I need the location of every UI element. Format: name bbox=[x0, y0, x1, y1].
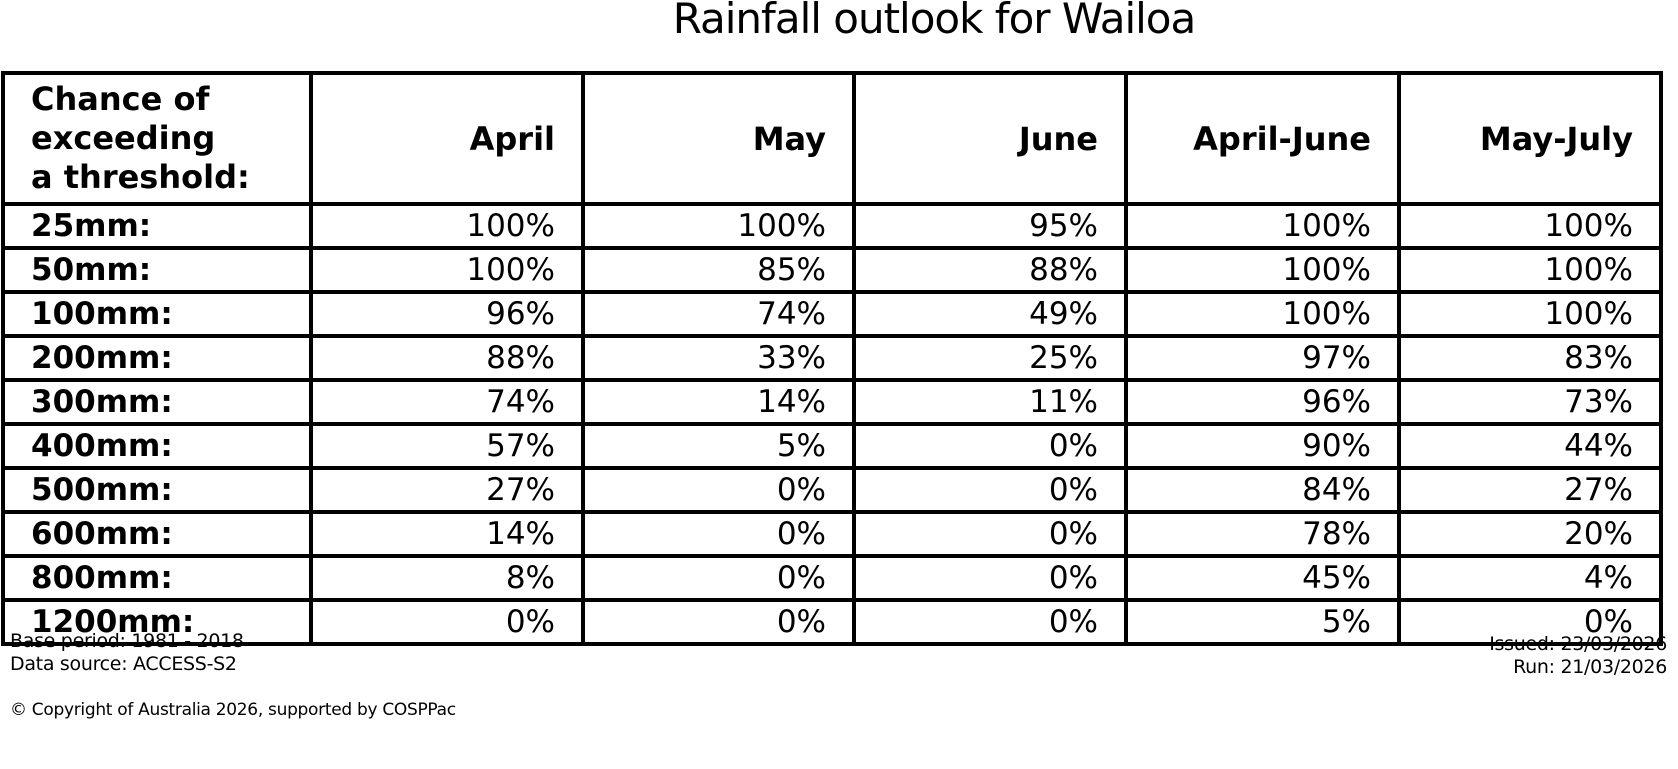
chance-value-cell: 57% bbox=[309, 422, 585, 470]
chance-value-cell: 100% bbox=[1397, 202, 1663, 250]
chance-value-cell: 5% bbox=[581, 422, 856, 470]
chance-value-cell: 11% bbox=[852, 378, 1128, 426]
run-text: Run: 21/03/2026 bbox=[1513, 656, 1667, 678]
chance-value-cell: 0% bbox=[852, 510, 1128, 558]
chance-value-cell: 4% bbox=[1397, 554, 1663, 602]
chance-value-cell: 14% bbox=[581, 378, 856, 426]
chance-value-cell: 73% bbox=[1397, 378, 1663, 426]
copyright-text: © Copyright of Australia 2026, supported… bbox=[10, 700, 456, 720]
chance-value-cell: 100% bbox=[309, 246, 585, 294]
table-row: 200mm: 88% 33% 25% 97% 83% bbox=[1, 334, 1663, 382]
table-row: 25mm: 100% 100% 95% 100% 100% bbox=[1, 202, 1663, 250]
table-row: 400mm: 57% 5% 0% 90% 44% bbox=[1, 422, 1663, 470]
chance-value-cell: 96% bbox=[1124, 378, 1401, 426]
chance-value-cell: 97% bbox=[1124, 334, 1401, 382]
chance-value-cell: 100% bbox=[1124, 290, 1401, 338]
chance-value-cell: 84% bbox=[1124, 466, 1401, 514]
chance-value-cell: 100% bbox=[1124, 202, 1401, 250]
table-row: 50mm: 100% 85% 88% 100% 100% bbox=[1, 246, 1663, 294]
chance-value-cell: 27% bbox=[309, 466, 585, 514]
column-header: April bbox=[309, 71, 585, 206]
column-header: April-June bbox=[1124, 71, 1401, 206]
threshold-label: 800mm: bbox=[1, 554, 313, 602]
threshold-label: 100mm: bbox=[1, 290, 313, 338]
chance-value-cell: 88% bbox=[852, 246, 1128, 294]
table-row: 600mm: 14% 0% 0% 78% 20% bbox=[1, 510, 1663, 558]
chance-value-cell: 0% bbox=[852, 466, 1128, 514]
chance-value-cell: 0% bbox=[852, 554, 1128, 602]
column-header: June bbox=[852, 71, 1128, 206]
chance-value-cell: 96% bbox=[309, 290, 585, 338]
chance-value-cell: 14% bbox=[309, 510, 585, 558]
table-row: 100mm: 96% 74% 49% 100% 100% bbox=[1, 290, 1663, 338]
chance-value-cell: 5% bbox=[1124, 598, 1401, 646]
table-row: 500mm: 27% 0% 0% 84% 27% bbox=[1, 466, 1663, 514]
chance-value-cell: 45% bbox=[1124, 554, 1401, 602]
chance-value-cell: 8% bbox=[309, 554, 585, 602]
chance-value-cell: 49% bbox=[852, 290, 1128, 338]
chance-value-cell: 100% bbox=[1397, 246, 1663, 294]
chance-value-cell: 44% bbox=[1397, 422, 1663, 470]
chance-value-cell: 78% bbox=[1124, 510, 1401, 558]
chance-value-cell: 0% bbox=[581, 510, 856, 558]
table-row: 300mm: 74% 14% 11% 96% 73% bbox=[1, 378, 1663, 426]
chance-value-cell: 0% bbox=[581, 554, 856, 602]
threshold-label: 200mm: bbox=[1, 334, 313, 382]
rainfall-outlook-table: Chance of exceeding a threshold: April Ma… bbox=[1, 71, 1663, 646]
chance-value-cell: 27% bbox=[1397, 466, 1663, 514]
chance-value-cell: 20% bbox=[1397, 510, 1663, 558]
page-title: Rainfall outlook for Wailoa bbox=[672, 0, 1196, 43]
corner-header: Chance of exceeding a threshold: bbox=[1, 71, 313, 206]
chance-value-cell: 88% bbox=[309, 334, 585, 382]
threshold-label: 300mm: bbox=[1, 378, 313, 426]
table-row: 800mm: 8% 0% 0% 45% 4% bbox=[1, 554, 1663, 602]
table-row: 1200mm: 0% 0% 0% 5% 0% bbox=[1, 598, 1663, 646]
chance-value-cell: 33% bbox=[581, 334, 856, 382]
threshold-label: 1200mm: bbox=[1, 598, 313, 646]
header-row: Chance of exceeding a threshold: April Ma… bbox=[1, 71, 1663, 206]
table-body: 25mm: 100% 100% 95% 100% 100% 50mm: 100% 85% 88% 1… bbox=[1, 202, 1663, 646]
chance-value-cell: 85% bbox=[581, 246, 856, 294]
chance-value-cell: 0% bbox=[852, 422, 1128, 470]
chance-value-cell: 0% bbox=[1397, 598, 1663, 646]
chance-value-cell: 100% bbox=[581, 202, 856, 250]
threshold-label: 400mm: bbox=[1, 422, 313, 470]
data-source-text: Data source: ACCESS-S2 bbox=[10, 653, 237, 675]
chance-value-cell: 0% bbox=[852, 598, 1128, 646]
chance-value-cell: 0% bbox=[309, 598, 585, 646]
issued-text: Issued: 23/03/2026 bbox=[1489, 633, 1667, 655]
chance-value-cell: 74% bbox=[581, 290, 856, 338]
column-header: May-July bbox=[1397, 71, 1663, 206]
threshold-label: 25mm: bbox=[1, 202, 313, 250]
corner-header-line: exceeding bbox=[31, 119, 216, 157]
corner-header-line: a threshold: bbox=[31, 158, 250, 196]
corner-header-line: Chance of bbox=[31, 80, 210, 118]
chance-value-cell: 100% bbox=[309, 202, 585, 250]
chance-value-cell: 0% bbox=[581, 598, 856, 646]
chance-value-cell: 74% bbox=[309, 378, 585, 426]
footer-left: Base period: 1981 - 2018 Data source: AC… bbox=[10, 630, 244, 676]
column-header: May bbox=[581, 71, 856, 206]
threshold-label: 600mm: bbox=[1, 510, 313, 558]
chance-value-cell: 95% bbox=[852, 202, 1128, 250]
chance-value-cell: 83% bbox=[1397, 334, 1663, 382]
chance-value-cell: 25% bbox=[852, 334, 1128, 382]
chance-value-cell: 100% bbox=[1124, 246, 1401, 294]
chance-value-cell: 90% bbox=[1124, 422, 1401, 470]
base-period-text: Base period: 1981 - 2018 bbox=[10, 630, 244, 652]
chance-value-cell: 0% bbox=[581, 466, 856, 514]
footer-right: Issued: 23/03/2026 Run: 21/03/2026 bbox=[1489, 633, 1667, 679]
chance-value-cell: 100% bbox=[1397, 290, 1663, 338]
threshold-label: 500mm: bbox=[1, 466, 313, 514]
threshold-label: 50mm: bbox=[1, 246, 313, 294]
